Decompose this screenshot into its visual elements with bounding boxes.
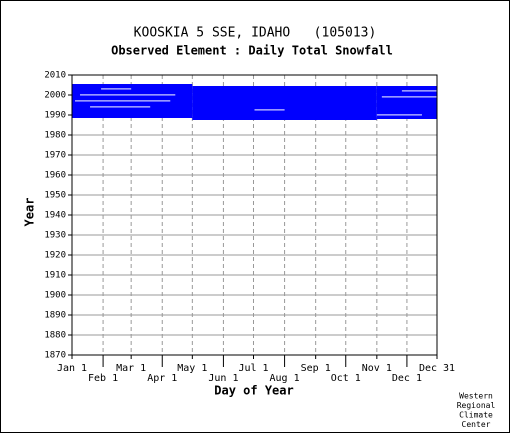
- gap: [80, 94, 176, 96]
- coverage-block: [376, 86, 437, 119]
- plot-border: [71, 74, 438, 356]
- x-tick-label: Jan 1: [57, 363, 87, 374]
- credit: Climate: [459, 411, 493, 420]
- gap: [381, 96, 437, 98]
- x-tick-label: Oct 1: [331, 373, 361, 384]
- x-axis-label: Day of Year: [214, 384, 293, 398]
- x-tick-label: Feb 1: [88, 373, 118, 384]
- chart-subtitle: Observed Element : Daily Total Snowfall: [111, 44, 393, 58]
- y-tick-label: 2000: [44, 91, 66, 101]
- x-tick-label: Jun 1: [208, 373, 238, 384]
- coverage-block: [192, 86, 377, 120]
- credit: Center: [462, 420, 491, 429]
- chart-title: KOOSKIA 5 SSE, IDAHO (105013): [134, 26, 377, 41]
- gap: [75, 100, 171, 102]
- gap: [90, 106, 151, 108]
- y-tick-label: 1910: [44, 271, 66, 281]
- y-tick-label: 1960: [44, 171, 66, 181]
- x-tick-label: Sep 1: [301, 363, 331, 374]
- y-tick-label: 2010: [44, 71, 66, 81]
- y-tick-label: 1890: [44, 311, 66, 321]
- gap: [376, 114, 422, 116]
- y-tick-label: 1870: [44, 351, 66, 361]
- gap: [401, 90, 437, 92]
- y-tick-label: 1950: [44, 191, 66, 201]
- y-tick-label: 1900: [44, 291, 66, 301]
- gap: [101, 88, 132, 90]
- x-tick-label: May 1: [177, 363, 207, 374]
- y-tick-label: 1940: [44, 211, 66, 221]
- y-tick-label: 1980: [44, 131, 66, 141]
- x-tick-label: Apr 1: [147, 373, 177, 384]
- y-tick-label: 1920: [44, 251, 66, 261]
- y-tick-label: 1990: [44, 111, 66, 121]
- y-tick-label: 1970: [44, 151, 66, 161]
- credit: Western: [459, 392, 493, 401]
- gap: [254, 109, 285, 111]
- y-axis-label: Year: [23, 198, 37, 227]
- x-tick-label: Dec 1: [392, 373, 422, 384]
- y-tick-label: 1930: [44, 231, 66, 241]
- x-tick-label: Mar 1: [116, 363, 146, 374]
- x-tick-label: Aug 1: [270, 373, 300, 384]
- x-tick-label: Jul 1: [238, 363, 268, 374]
- credit: Regional: [457, 401, 496, 410]
- x-tick-label: Dec 31: [419, 363, 455, 374]
- x-tick-label: Nov 1: [362, 363, 392, 374]
- y-tick-label: 1880: [44, 331, 66, 341]
